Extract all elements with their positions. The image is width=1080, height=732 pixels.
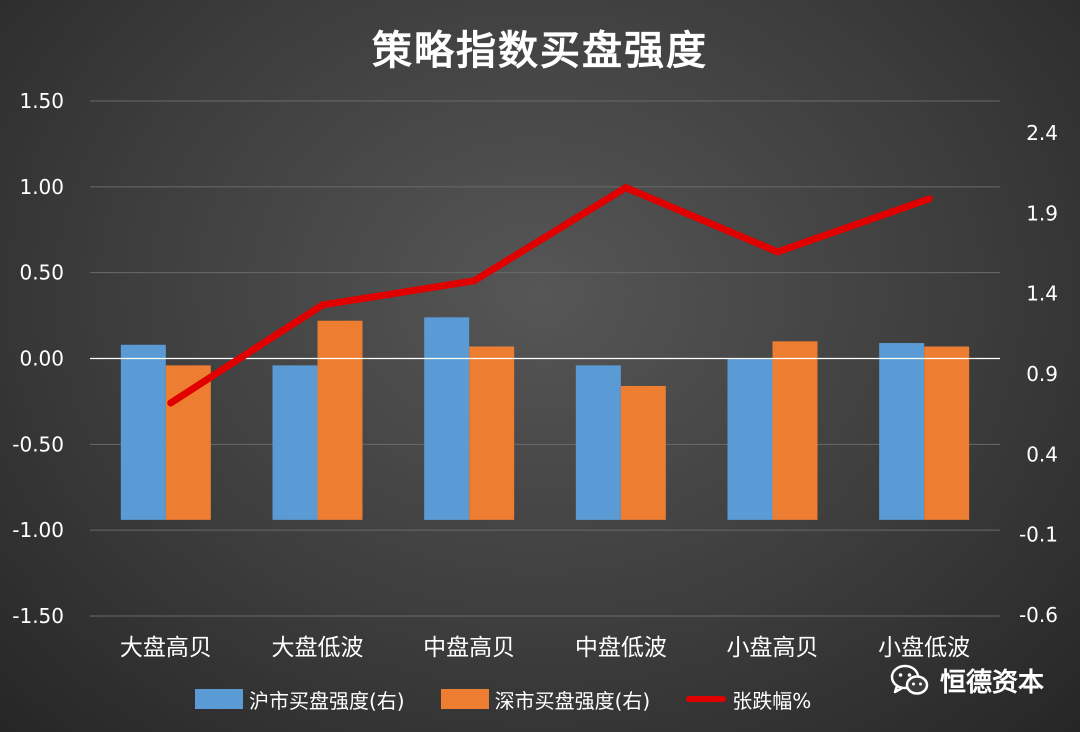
chart-title: 策略指数买盘强度: [372, 28, 708, 74]
legend-item-sh: 沪市买盘强度(右): [195, 685, 405, 714]
y-left-tick-label: -1.00: [12, 518, 64, 542]
legend-item-sz: 深市买盘强度(右): [440, 685, 651, 714]
y-right-tick-label: 1.9: [1026, 201, 1058, 225]
bar-sz: [924, 346, 970, 520]
y-left-tick-label: 0.50: [19, 261, 64, 285]
legend-swatch-sz: [440, 689, 489, 709]
point-chg: [774, 248, 781, 256]
bar-sz: [317, 320, 363, 520]
point-chg: [167, 399, 175, 407]
point-chg: [622, 184, 630, 192]
legend-item-chg: 张跌幅%: [686, 685, 811, 714]
point-chg: [925, 195, 933, 203]
chart-legend: 沪市买盘强度(右) 深市买盘强度(右) 张跌幅%: [195, 681, 847, 717]
x-category-label: 小盘高贝: [727, 635, 819, 661]
bar-sh: [879, 343, 925, 520]
point-chg: [470, 277, 478, 285]
watermark: 恒德资本: [890, 662, 1044, 699]
y-right-tick-label: 0.4: [1026, 442, 1058, 466]
line-chg: [167, 184, 933, 407]
legend-label-chg: 张跌幅%: [732, 688, 812, 713]
bar-sz: [620, 385, 666, 520]
y-right-tick-label: 1.4: [1026, 282, 1058, 306]
y-left-tick-label: 1.50: [19, 89, 64, 113]
y-left-tick-label: -0.50: [12, 432, 64, 456]
y-left-tick-label: 0.00: [19, 347, 64, 371]
legend-label-sz: 深市买盘强度(右): [494, 688, 651, 713]
legend-label-sh: 沪市买盘强度(右): [249, 688, 405, 713]
y-left-tick-label: -1.50: [12, 604, 64, 628]
bar-sh: [575, 365, 621, 520]
y-right-tick-label: 0.9: [1026, 362, 1058, 386]
point-chg: [319, 301, 326, 309]
legend-swatch-chg: [686, 696, 727, 702]
y-right-tick-label: 2.4: [1026, 121, 1058, 145]
bar-sz: [469, 346, 515, 520]
bar-sh: [120, 344, 166, 520]
x-category-label: 中盘低波: [575, 635, 667, 661]
x-category-label: 小盘低波: [878, 635, 970, 661]
legend-swatch-sh: [195, 689, 243, 709]
watermark-text: 恒德资本: [940, 668, 1045, 698]
x-category-label: 中盘高贝: [423, 635, 515, 661]
y-right-tick-label: -0.6: [1019, 603, 1058, 627]
bar-sz: [772, 341, 818, 520]
y-left-tick-label: 1.00: [19, 175, 64, 199]
bar-sh: [424, 317, 470, 520]
y-right-tick-label: -0.1: [1019, 523, 1058, 547]
bar-sh: [272, 365, 318, 520]
wechat-icon: [890, 664, 929, 695]
x-category-label: 大盘高贝: [120, 635, 212, 661]
bar-sh: [727, 358, 773, 520]
x-category-label: 大盘低波: [272, 635, 364, 661]
